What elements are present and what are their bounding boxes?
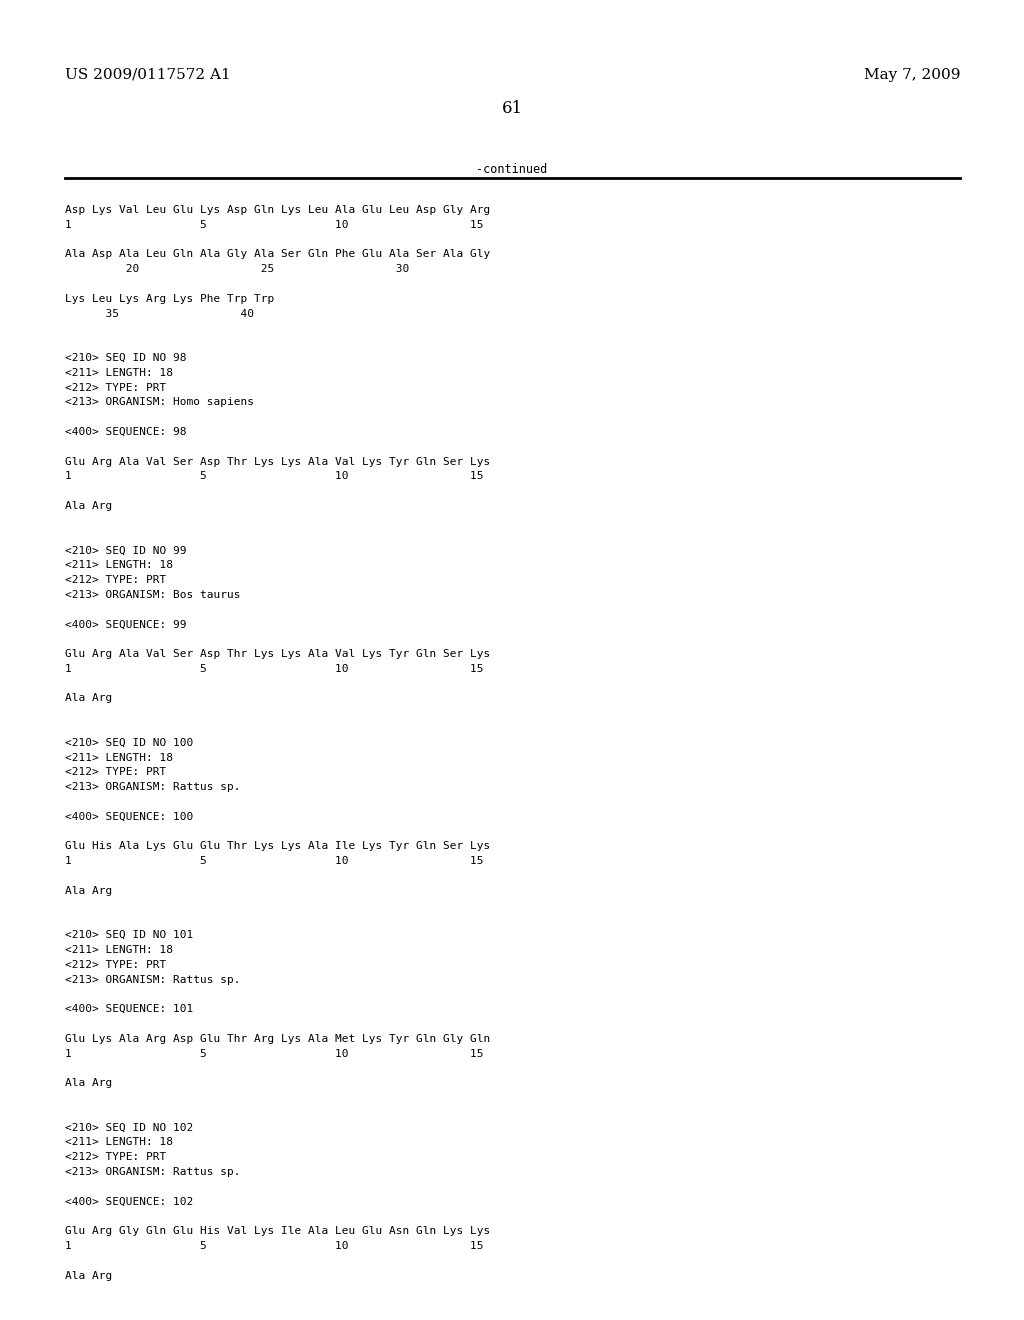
Text: <213> ORGANISM: Rattus sp.: <213> ORGANISM: Rattus sp.	[65, 974, 241, 985]
Text: <212> TYPE: PRT: <212> TYPE: PRT	[65, 576, 166, 585]
Text: Ala Arg: Ala Arg	[65, 1271, 113, 1280]
Text: Glu His Ala Lys Glu Glu Thr Lys Lys Ala Ile Lys Tyr Gln Ser Lys: Glu His Ala Lys Glu Glu Thr Lys Lys Ala …	[65, 841, 490, 851]
Text: 1                   5                   10                  15: 1 5 10 15	[65, 664, 483, 673]
Text: <400> SEQUENCE: 102: <400> SEQUENCE: 102	[65, 1197, 194, 1206]
Text: <213> ORGANISM: Rattus sp.: <213> ORGANISM: Rattus sp.	[65, 783, 241, 792]
Text: <213> ORGANISM: Homo sapiens: <213> ORGANISM: Homo sapiens	[65, 397, 254, 408]
Text: <213> ORGANISM: Bos taurus: <213> ORGANISM: Bos taurus	[65, 590, 241, 599]
Text: <400> SEQUENCE: 98: <400> SEQUENCE: 98	[65, 426, 186, 437]
Text: <211> LENGTH: 18: <211> LENGTH: 18	[65, 368, 173, 378]
Text: Ala Arg: Ala Arg	[65, 502, 113, 511]
Text: <400> SEQUENCE: 99: <400> SEQUENCE: 99	[65, 619, 186, 630]
Text: 1                   5                   10                  15: 1 5 10 15	[65, 857, 483, 866]
Text: <212> TYPE: PRT: <212> TYPE: PRT	[65, 383, 166, 392]
Text: Ala Arg: Ala Arg	[65, 1078, 113, 1088]
Text: 1                   5                   10                  15: 1 5 10 15	[65, 220, 483, 230]
Text: <210> SEQ ID NO 100: <210> SEQ ID NO 100	[65, 738, 194, 748]
Text: US 2009/0117572 A1: US 2009/0117572 A1	[65, 69, 230, 82]
Text: Lys Leu Lys Arg Lys Phe Trp Trp: Lys Leu Lys Arg Lys Phe Trp Trp	[65, 294, 274, 304]
Text: 35                  40: 35 40	[65, 309, 254, 318]
Text: 20                  25                  30: 20 25 30	[65, 264, 410, 275]
Text: <211> LENGTH: 18: <211> LENGTH: 18	[65, 1138, 173, 1147]
Text: <211> LENGTH: 18: <211> LENGTH: 18	[65, 945, 173, 954]
Text: May 7, 2009: May 7, 2009	[863, 69, 961, 82]
Text: <212> TYPE: PRT: <212> TYPE: PRT	[65, 960, 166, 970]
Text: 61: 61	[502, 100, 522, 117]
Text: <212> TYPE: PRT: <212> TYPE: PRT	[65, 1152, 166, 1162]
Text: Glu Arg Gly Gln Glu His Val Lys Ile Ala Leu Glu Asn Gln Lys Lys: Glu Arg Gly Gln Glu His Val Lys Ile Ala …	[65, 1226, 490, 1237]
Text: Ala Asp Ala Leu Gln Ala Gly Ala Ser Gln Phe Glu Ala Ser Ala Gly: Ala Asp Ala Leu Gln Ala Gly Ala Ser Gln …	[65, 249, 490, 260]
Text: 1                   5                   10                  15: 1 5 10 15	[65, 471, 483, 482]
Text: <400> SEQUENCE: 100: <400> SEQUENCE: 100	[65, 812, 194, 822]
Text: Asp Lys Val Leu Glu Lys Asp Gln Lys Leu Ala Glu Leu Asp Gly Arg: Asp Lys Val Leu Glu Lys Asp Gln Lys Leu …	[65, 205, 490, 215]
Text: <210> SEQ ID NO 98: <210> SEQ ID NO 98	[65, 352, 186, 363]
Text: Glu Arg Ala Val Ser Asp Thr Lys Lys Ala Val Lys Tyr Gln Ser Lys: Glu Arg Ala Val Ser Asp Thr Lys Lys Ala …	[65, 649, 490, 659]
Text: <212> TYPE: PRT: <212> TYPE: PRT	[65, 767, 166, 777]
Text: <213> ORGANISM: Rattus sp.: <213> ORGANISM: Rattus sp.	[65, 1167, 241, 1177]
Text: <210> SEQ ID NO 101: <210> SEQ ID NO 101	[65, 931, 194, 940]
Text: <211> LENGTH: 18: <211> LENGTH: 18	[65, 560, 173, 570]
Text: <210> SEQ ID NO 102: <210> SEQ ID NO 102	[65, 1122, 194, 1133]
Text: -continued: -continued	[476, 162, 548, 176]
Text: Ala Arg: Ala Arg	[65, 693, 113, 704]
Text: <210> SEQ ID NO 99: <210> SEQ ID NO 99	[65, 545, 186, 556]
Text: 1                   5                   10                  15: 1 5 10 15	[65, 1048, 483, 1059]
Text: Glu Arg Ala Val Ser Asp Thr Lys Lys Ala Val Lys Tyr Gln Ser Lys: Glu Arg Ala Val Ser Asp Thr Lys Lys Ala …	[65, 457, 490, 466]
Text: Ala Arg: Ala Arg	[65, 886, 113, 896]
Text: <211> LENGTH: 18: <211> LENGTH: 18	[65, 752, 173, 763]
Text: <400> SEQUENCE: 101: <400> SEQUENCE: 101	[65, 1005, 194, 1014]
Text: Glu Lys Ala Arg Asp Glu Thr Arg Lys Ala Met Lys Tyr Gln Gly Gln: Glu Lys Ala Arg Asp Glu Thr Arg Lys Ala …	[65, 1034, 490, 1044]
Text: 1                   5                   10                  15: 1 5 10 15	[65, 1241, 483, 1251]
